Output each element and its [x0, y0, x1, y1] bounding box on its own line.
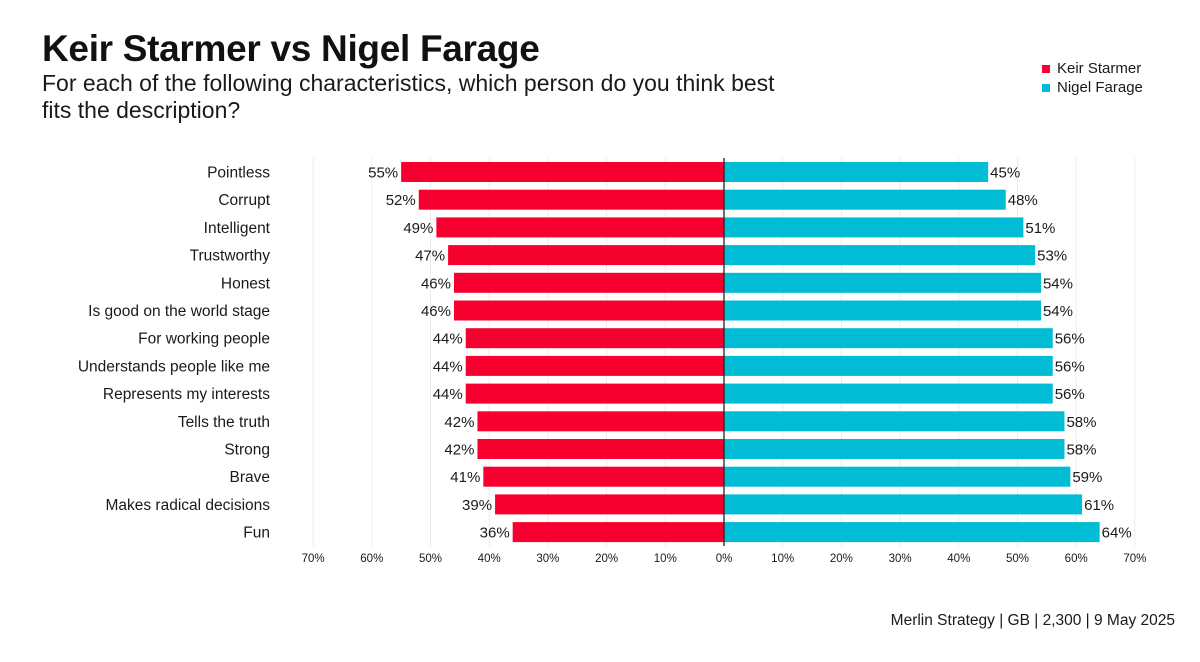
- x-tick-label: 10%: [654, 553, 677, 565]
- bar-farage: [724, 355, 1053, 376]
- legend-swatch-starmer: [1042, 64, 1050, 73]
- bar-farage: [724, 494, 1083, 515]
- bar-starmer: [465, 355, 724, 376]
- x-tick-label: 40%: [478, 553, 501, 565]
- bar-starmer: [453, 272, 724, 293]
- chart-subtitle: For each of the following characteristic…: [42, 70, 775, 123]
- value-label-farage: 59%: [1072, 469, 1102, 486]
- category-label: For working people: [138, 331, 270, 348]
- value-label-farage: 48%: [1008, 192, 1038, 209]
- x-tick-label: 0%: [716, 553, 733, 565]
- value-label-starmer: 46%: [421, 303, 451, 320]
- bar-starmer: [512, 522, 724, 543]
- value-label-starmer: 52%: [386, 192, 416, 209]
- bar-starmer: [453, 300, 724, 321]
- value-label-farage: 56%: [1055, 331, 1085, 348]
- x-tick-label: 30%: [536, 553, 559, 565]
- legend: Keir Starmer Nigel Farage: [1042, 59, 1143, 97]
- value-label-farage: 61%: [1084, 497, 1114, 514]
- bar-farage: [724, 162, 989, 182]
- bar-starmer: [436, 217, 724, 238]
- category-label: Trustworthy: [190, 248, 271, 265]
- source-note: Merlin Strategy | GB | 2,300 | 9 May 202…: [890, 612, 1175, 629]
- bar-farage: [724, 189, 1006, 210]
- bar-farage: [724, 217, 1024, 238]
- value-label-starmer: 41%: [450, 469, 480, 486]
- value-label-starmer: 44%: [433, 331, 463, 348]
- bar-farage: [724, 411, 1065, 432]
- legend-item-starmer: Keir Starmer: [1042, 59, 1143, 78]
- value-label-farage: 54%: [1043, 275, 1073, 292]
- bar-starmer: [448, 245, 724, 266]
- x-tick-label: 60%: [360, 553, 383, 565]
- value-label-starmer: 46%: [421, 275, 451, 292]
- category-label: Pointless: [207, 165, 270, 182]
- category-label: Is good on the world stage: [88, 303, 270, 320]
- value-label-starmer: 55%: [368, 165, 398, 182]
- category-label: Tells the truth: [178, 414, 270, 431]
- chart-title: Keir Starmer vs Nigel Farage: [42, 28, 540, 69]
- category-label: Strong: [224, 442, 270, 459]
- bar-starmer: [477, 411, 724, 432]
- bar-farage: [724, 383, 1053, 404]
- value-label-starmer: 39%: [462, 497, 492, 514]
- category-label: Corrupt: [218, 192, 270, 209]
- bar-farage: [724, 522, 1100, 543]
- legend-label-farage: Nigel Farage: [1057, 79, 1143, 96]
- x-tick-label: 30%: [889, 553, 912, 565]
- value-label-starmer: 36%: [480, 525, 510, 542]
- bar-starmer: [483, 466, 724, 487]
- category-label: Brave: [230, 469, 271, 486]
- value-label-farage: 58%: [1066, 414, 1096, 431]
- value-label-farage: 58%: [1066, 442, 1096, 459]
- bar-starmer: [465, 383, 724, 404]
- bar-farage: [724, 466, 1071, 487]
- x-tick-label: 50%: [419, 553, 442, 565]
- x-tick-label: 60%: [1065, 553, 1088, 565]
- bar-farage: [724, 272, 1041, 293]
- legend-swatch-farage: [1042, 83, 1050, 92]
- value-label-farage: 56%: [1055, 358, 1085, 375]
- category-label: Intelligent: [204, 220, 271, 237]
- x-tick-label: 10%: [771, 553, 794, 565]
- legend-label-starmer: Keir Starmer: [1057, 60, 1142, 77]
- value-label-starmer: 44%: [433, 386, 463, 403]
- bar-starmer: [418, 189, 724, 210]
- category-label: Fun: [243, 525, 270, 542]
- category-label: Makes radical decisions: [105, 497, 270, 514]
- value-label-farage: 64%: [1102, 525, 1132, 542]
- bar-farage: [724, 328, 1053, 349]
- category-label: Represents my interests: [103, 386, 270, 403]
- value-label-farage: 51%: [1025, 220, 1055, 237]
- value-label-starmer: 47%: [415, 248, 445, 265]
- value-label-starmer: 42%: [444, 414, 474, 431]
- bar-starmer: [401, 162, 724, 182]
- bar-starmer: [465, 328, 724, 349]
- x-tick-label: 50%: [1006, 553, 1029, 565]
- x-tick-label: 20%: [830, 553, 853, 565]
- x-tick-label: 20%: [595, 553, 618, 565]
- bar-farage: [724, 245, 1036, 266]
- bar-farage: [724, 439, 1065, 459]
- bar-starmer: [477, 439, 724, 459]
- value-label-farage: 53%: [1037, 248, 1067, 265]
- bar-starmer: [495, 494, 724, 515]
- category-label: Honest: [221, 275, 271, 292]
- value-label-starmer: 44%: [433, 358, 463, 375]
- value-label-starmer: 49%: [403, 220, 433, 237]
- x-tick-label: 40%: [947, 553, 970, 565]
- x-tick-label: 70%: [302, 553, 325, 565]
- x-tick-label: 70%: [1123, 553, 1146, 565]
- value-label-farage: 54%: [1043, 303, 1073, 320]
- value-label-starmer: 42%: [444, 442, 474, 459]
- value-label-farage: 45%: [990, 165, 1020, 182]
- legend-item-farage: Nigel Farage: [1042, 78, 1143, 97]
- value-label-farage: 56%: [1055, 386, 1085, 403]
- bar-farage: [724, 300, 1041, 321]
- category-label: Understands people like me: [78, 358, 270, 375]
